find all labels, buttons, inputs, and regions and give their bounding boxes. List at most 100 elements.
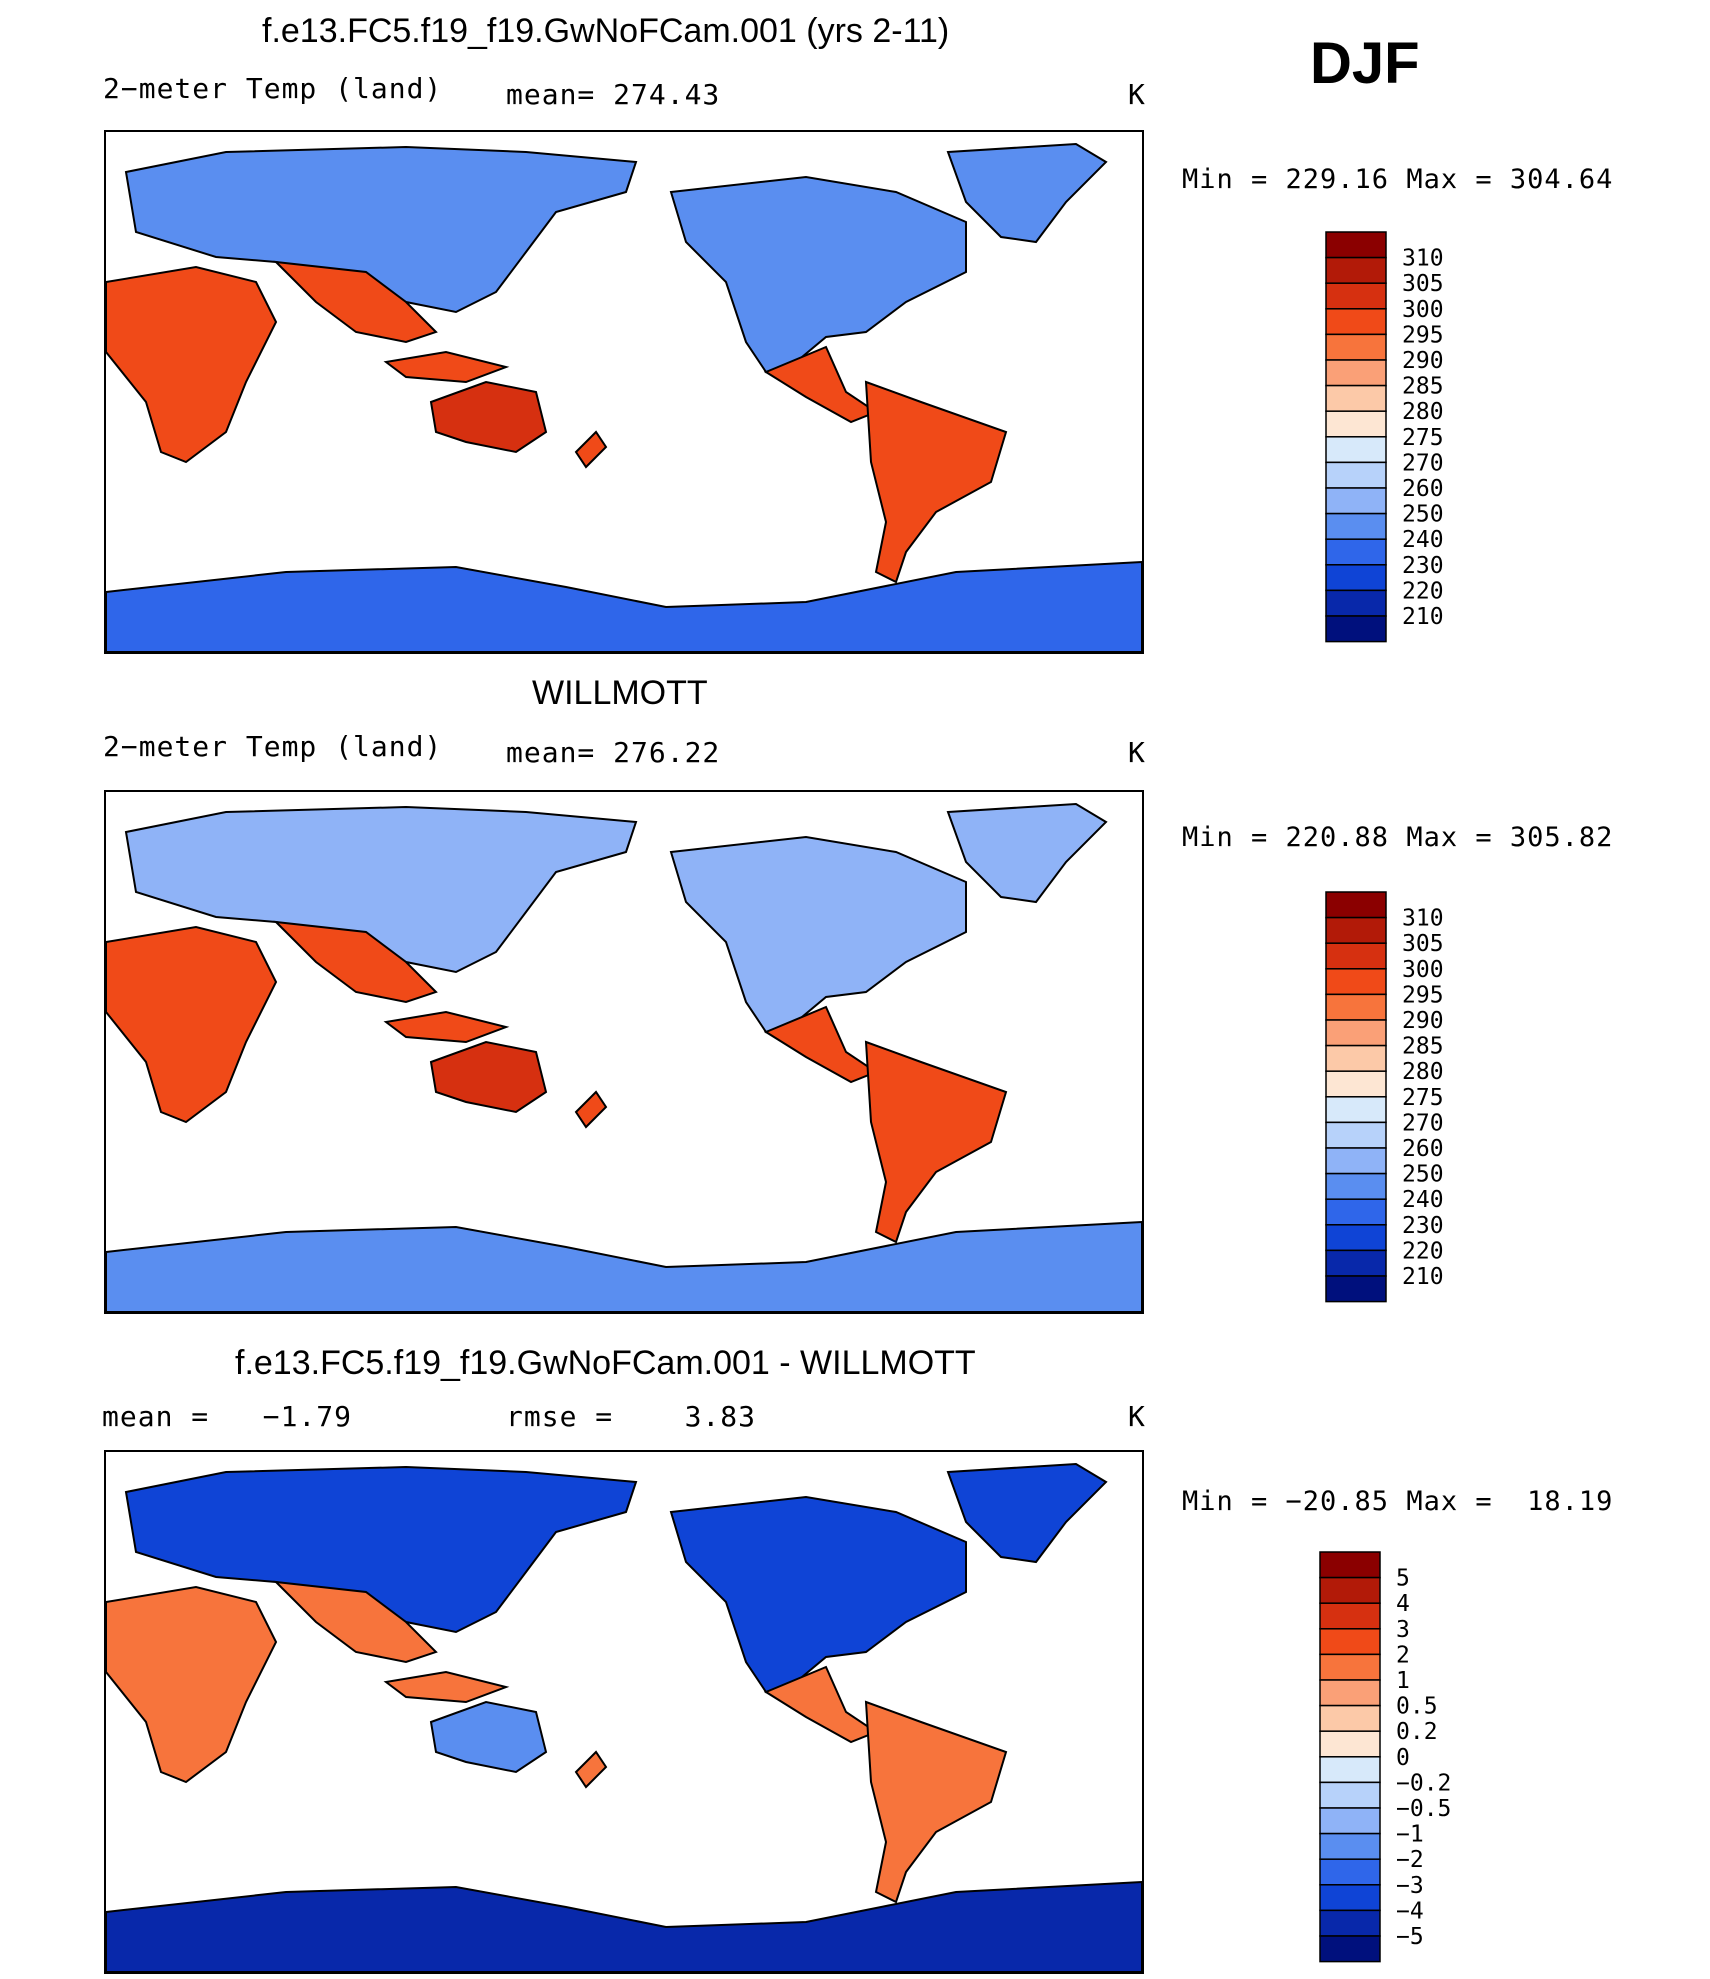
colorbar-swatch — [1325, 308, 1387, 336]
land-south-america — [864, 380, 1008, 584]
colorbar-swatch — [1319, 1756, 1381, 1784]
panel-2-minmax: Min = 220.88 Max = 305.82 — [1182, 822, 1614, 853]
panel-3-map — [104, 1450, 1144, 1974]
colorbar-tick-label: 280 — [1402, 399, 1444, 425]
panel-2-map — [104, 790, 1144, 1314]
colorbar-tick-label: −4 — [1396, 1898, 1424, 1924]
colorbar-tick-label: 240 — [1402, 527, 1444, 553]
colorbar-swatch — [1319, 1807, 1381, 1835]
colorbar-swatch — [1325, 436, 1387, 464]
colorbar-swatch — [1325, 410, 1387, 438]
colorbar-swatch — [1325, 487, 1387, 515]
panel-2-title: WILLMOTT — [532, 674, 708, 712]
colorbar-tick-label: 300 — [1402, 957, 1444, 983]
colorbar-tick-label: 3 — [1396, 1617, 1410, 1643]
panel-2-map-svg — [106, 802, 1142, 1312]
land-india-seasia — [273, 1580, 438, 1664]
colorbar-swatch — [1325, 1198, 1387, 1226]
colorbar-tick-label: 305 — [1402, 271, 1444, 297]
colorbar-swatch — [1325, 538, 1387, 566]
panel-3-minmax: Min = −20.85 Max = 18.19 — [1182, 1486, 1614, 1517]
colorbar-tick-label: −0.5 — [1396, 1796, 1451, 1822]
colorbar-swatch — [1319, 1551, 1381, 1579]
colorbar-tick-label: 295 — [1402, 322, 1444, 348]
panel-1-map — [104, 130, 1144, 654]
colorbar-tick-label: 305 — [1402, 931, 1444, 957]
colorbar-tick-label: 230 — [1402, 553, 1444, 579]
colorbar-tick-label: 240 — [1402, 1187, 1444, 1213]
land-eurasia — [124, 805, 638, 974]
colorbar-swatch — [1325, 1044, 1387, 1072]
panel-2-variable-label: 2−meter Temp (land) — [103, 730, 443, 763]
colorbar-tick-label: 1 — [1396, 1668, 1410, 1694]
colorbar-tick-label: 210 — [1402, 604, 1444, 630]
colorbar-tick-label: 300 — [1402, 297, 1444, 323]
colorbar-tick-label: 280 — [1402, 1059, 1444, 1085]
panel-2-colorbar-svg: 3103053002952902852802752702602502402302… — [1325, 891, 1444, 1303]
colorbar-swatch — [1325, 1147, 1387, 1175]
colorbar-swatch — [1319, 1730, 1381, 1758]
land-india-seasia — [273, 920, 438, 1004]
panel-2-mean-label: mean= 276.22 — [506, 736, 721, 769]
panel-1-colorbar-svg: 3103053002952902852802752702602502402302… — [1325, 231, 1444, 643]
season-label: DJF — [1310, 31, 1420, 96]
panel-2-colorbar: 310 305 300 295 290 285 280 275 270 260 250 240 230 2… — [1325, 891, 1526, 1303]
colorbar-tick-label: 310 — [1402, 906, 1444, 932]
colorbar-swatch — [1325, 461, 1387, 489]
land-greenland — [946, 802, 1108, 904]
panel-1-colorbar: 310 305 300 295 290 285 280 275 270 260 250 240 230 2… — [1325, 231, 1526, 643]
colorbar-tick-label: −0.2 — [1396, 1770, 1451, 1796]
colorbar-swatch — [1319, 1858, 1381, 1886]
colorbar-tick-label: 220 — [1402, 1238, 1444, 1264]
colorbar-swatch — [1325, 512, 1387, 540]
land-eurasia — [124, 145, 638, 314]
panel-3-map-svg — [106, 1462, 1142, 1972]
colorbar-swatch — [1325, 891, 1387, 919]
colorbar-tick-label: 0.2 — [1396, 1719, 1438, 1745]
land-africa — [106, 925, 278, 1124]
colorbar-swatch — [1319, 1602, 1381, 1630]
colorbar-swatch — [1325, 1224, 1387, 1252]
colorbar-tick-label: 270 — [1402, 450, 1444, 476]
colorbar-tick-label: 310 — [1402, 246, 1444, 272]
colorbar-swatch — [1325, 564, 1387, 592]
panel-2-units-label: K — [1128, 736, 1146, 769]
colorbar-swatch — [1319, 1576, 1381, 1604]
colorbar-swatch — [1319, 1679, 1381, 1707]
colorbar-tick-label: 2 — [1396, 1642, 1410, 1668]
colorbar-tick-label: −5 — [1396, 1924, 1424, 1950]
colorbar-tick-label: 275 — [1402, 425, 1444, 451]
colorbar-tick-label: 210 — [1402, 1264, 1444, 1290]
colorbar-swatch — [1319, 1781, 1381, 1809]
colorbar-tick-label: −2 — [1396, 1847, 1424, 1873]
colorbar-tick-label: 5 — [1396, 1566, 1410, 1592]
panel-1-title: f.e13.FC5.f19_f19.GwNoFCam.001 (yrs 2-11… — [262, 12, 950, 50]
colorbar-swatch — [1325, 1019, 1387, 1047]
colorbar-tick-label: 230 — [1402, 1213, 1444, 1239]
land-india-seasia — [273, 260, 438, 344]
colorbar-swatch — [1319, 1884, 1381, 1912]
land-eurasia — [124, 1465, 638, 1634]
panel-3-units-label: K — [1128, 1400, 1146, 1433]
panel-3-title: f.e13.FC5.f19_f19.GwNoFCam.001 - WILLMOT… — [235, 1344, 976, 1382]
colorbar-tick-label: 220 — [1402, 578, 1444, 604]
colorbar-tick-label: 290 — [1402, 1008, 1444, 1034]
colorbar-tick-label: 285 — [1402, 374, 1444, 400]
colorbar-swatch — [1319, 1704, 1381, 1732]
colorbar-swatch — [1325, 1172, 1387, 1200]
land-australia — [429, 1040, 548, 1114]
colorbar-tick-label: 285 — [1402, 1034, 1444, 1060]
colorbar-swatch — [1325, 1070, 1387, 1098]
panel-1-minmax: Min = 229.16 Max = 304.64 — [1182, 164, 1614, 195]
colorbar-tick-label: 250 — [1402, 1162, 1444, 1188]
colorbar-tick-label: 260 — [1402, 476, 1444, 502]
land-north-america — [669, 175, 967, 374]
colorbar-tick-label: 295 — [1402, 982, 1444, 1008]
land-antarctica — [106, 560, 1142, 652]
colorbar-swatch — [1325, 231, 1387, 259]
land-australia — [429, 1700, 548, 1774]
panel-3-colorbar: 5 4 3 2 1 0.5 0.2 0 −0.2 −0.5 −1 −2 −3 −4 −5 — [1319, 1551, 1520, 1963]
colorbar-tick-label: 250 — [1402, 502, 1444, 528]
colorbar-swatch — [1325, 384, 1387, 412]
